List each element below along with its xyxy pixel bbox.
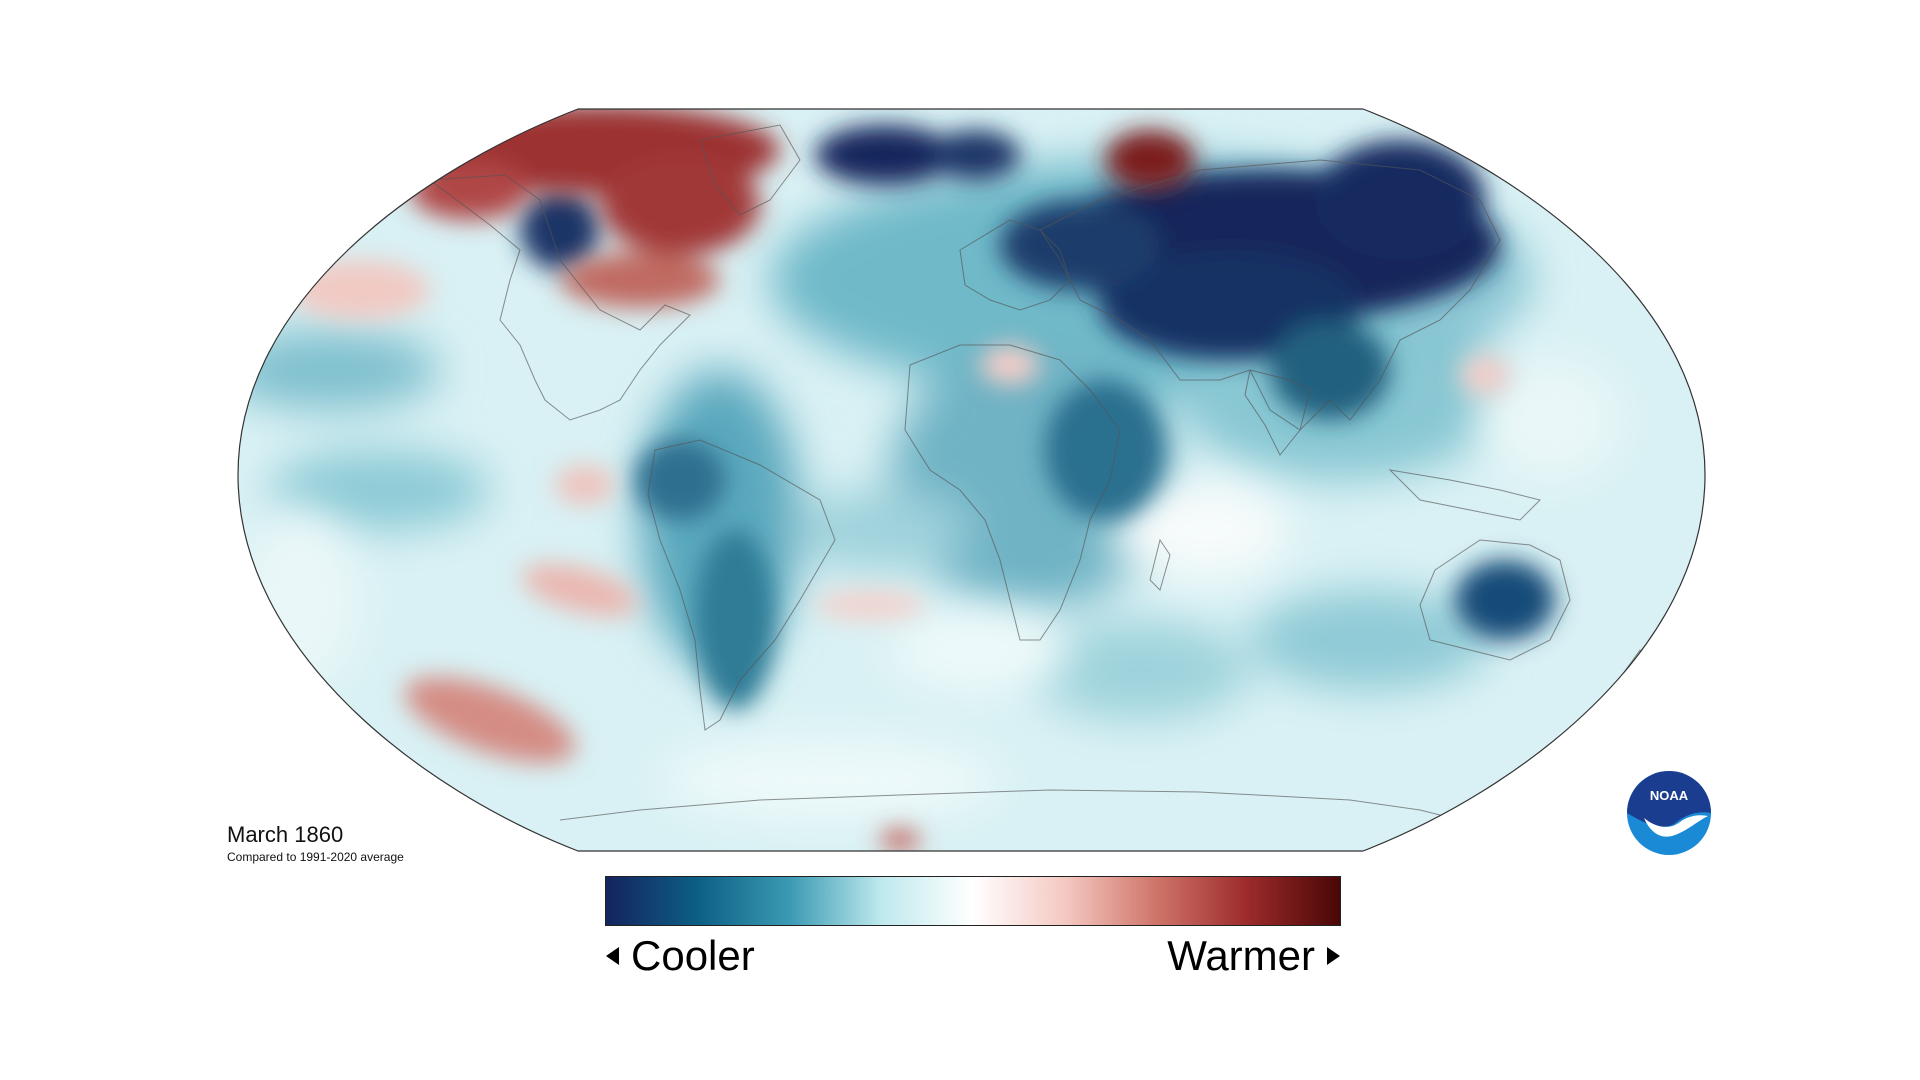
strong-cold-areas — [520, 125, 1555, 710]
continent-outlines — [428, 124, 1656, 821]
noaa-logo-text: NOAA — [1650, 788, 1689, 803]
warm-areas — [290, 109, 1510, 850]
right-arrow-icon — [1327, 947, 1340, 965]
left-arrow-icon — [606, 947, 619, 965]
anomaly-color-scale — [605, 876, 1341, 926]
cooler-label-group: Cooler — [606, 932, 755, 980]
warmer-label: Warmer — [1167, 932, 1315, 979]
noaa-logo: NOAA — [1627, 771, 1711, 855]
near-average-areas — [240, 360, 1620, 820]
globe-outline — [237, 108, 1706, 852]
map-date-title: March 1860 — [227, 822, 344, 847]
warmer-label-group: Warmer — [1167, 932, 1340, 980]
map-baseline-subtitle: Compared to 1991-2020 average — [227, 850, 404, 864]
cooler-label: Cooler — [631, 932, 755, 979]
